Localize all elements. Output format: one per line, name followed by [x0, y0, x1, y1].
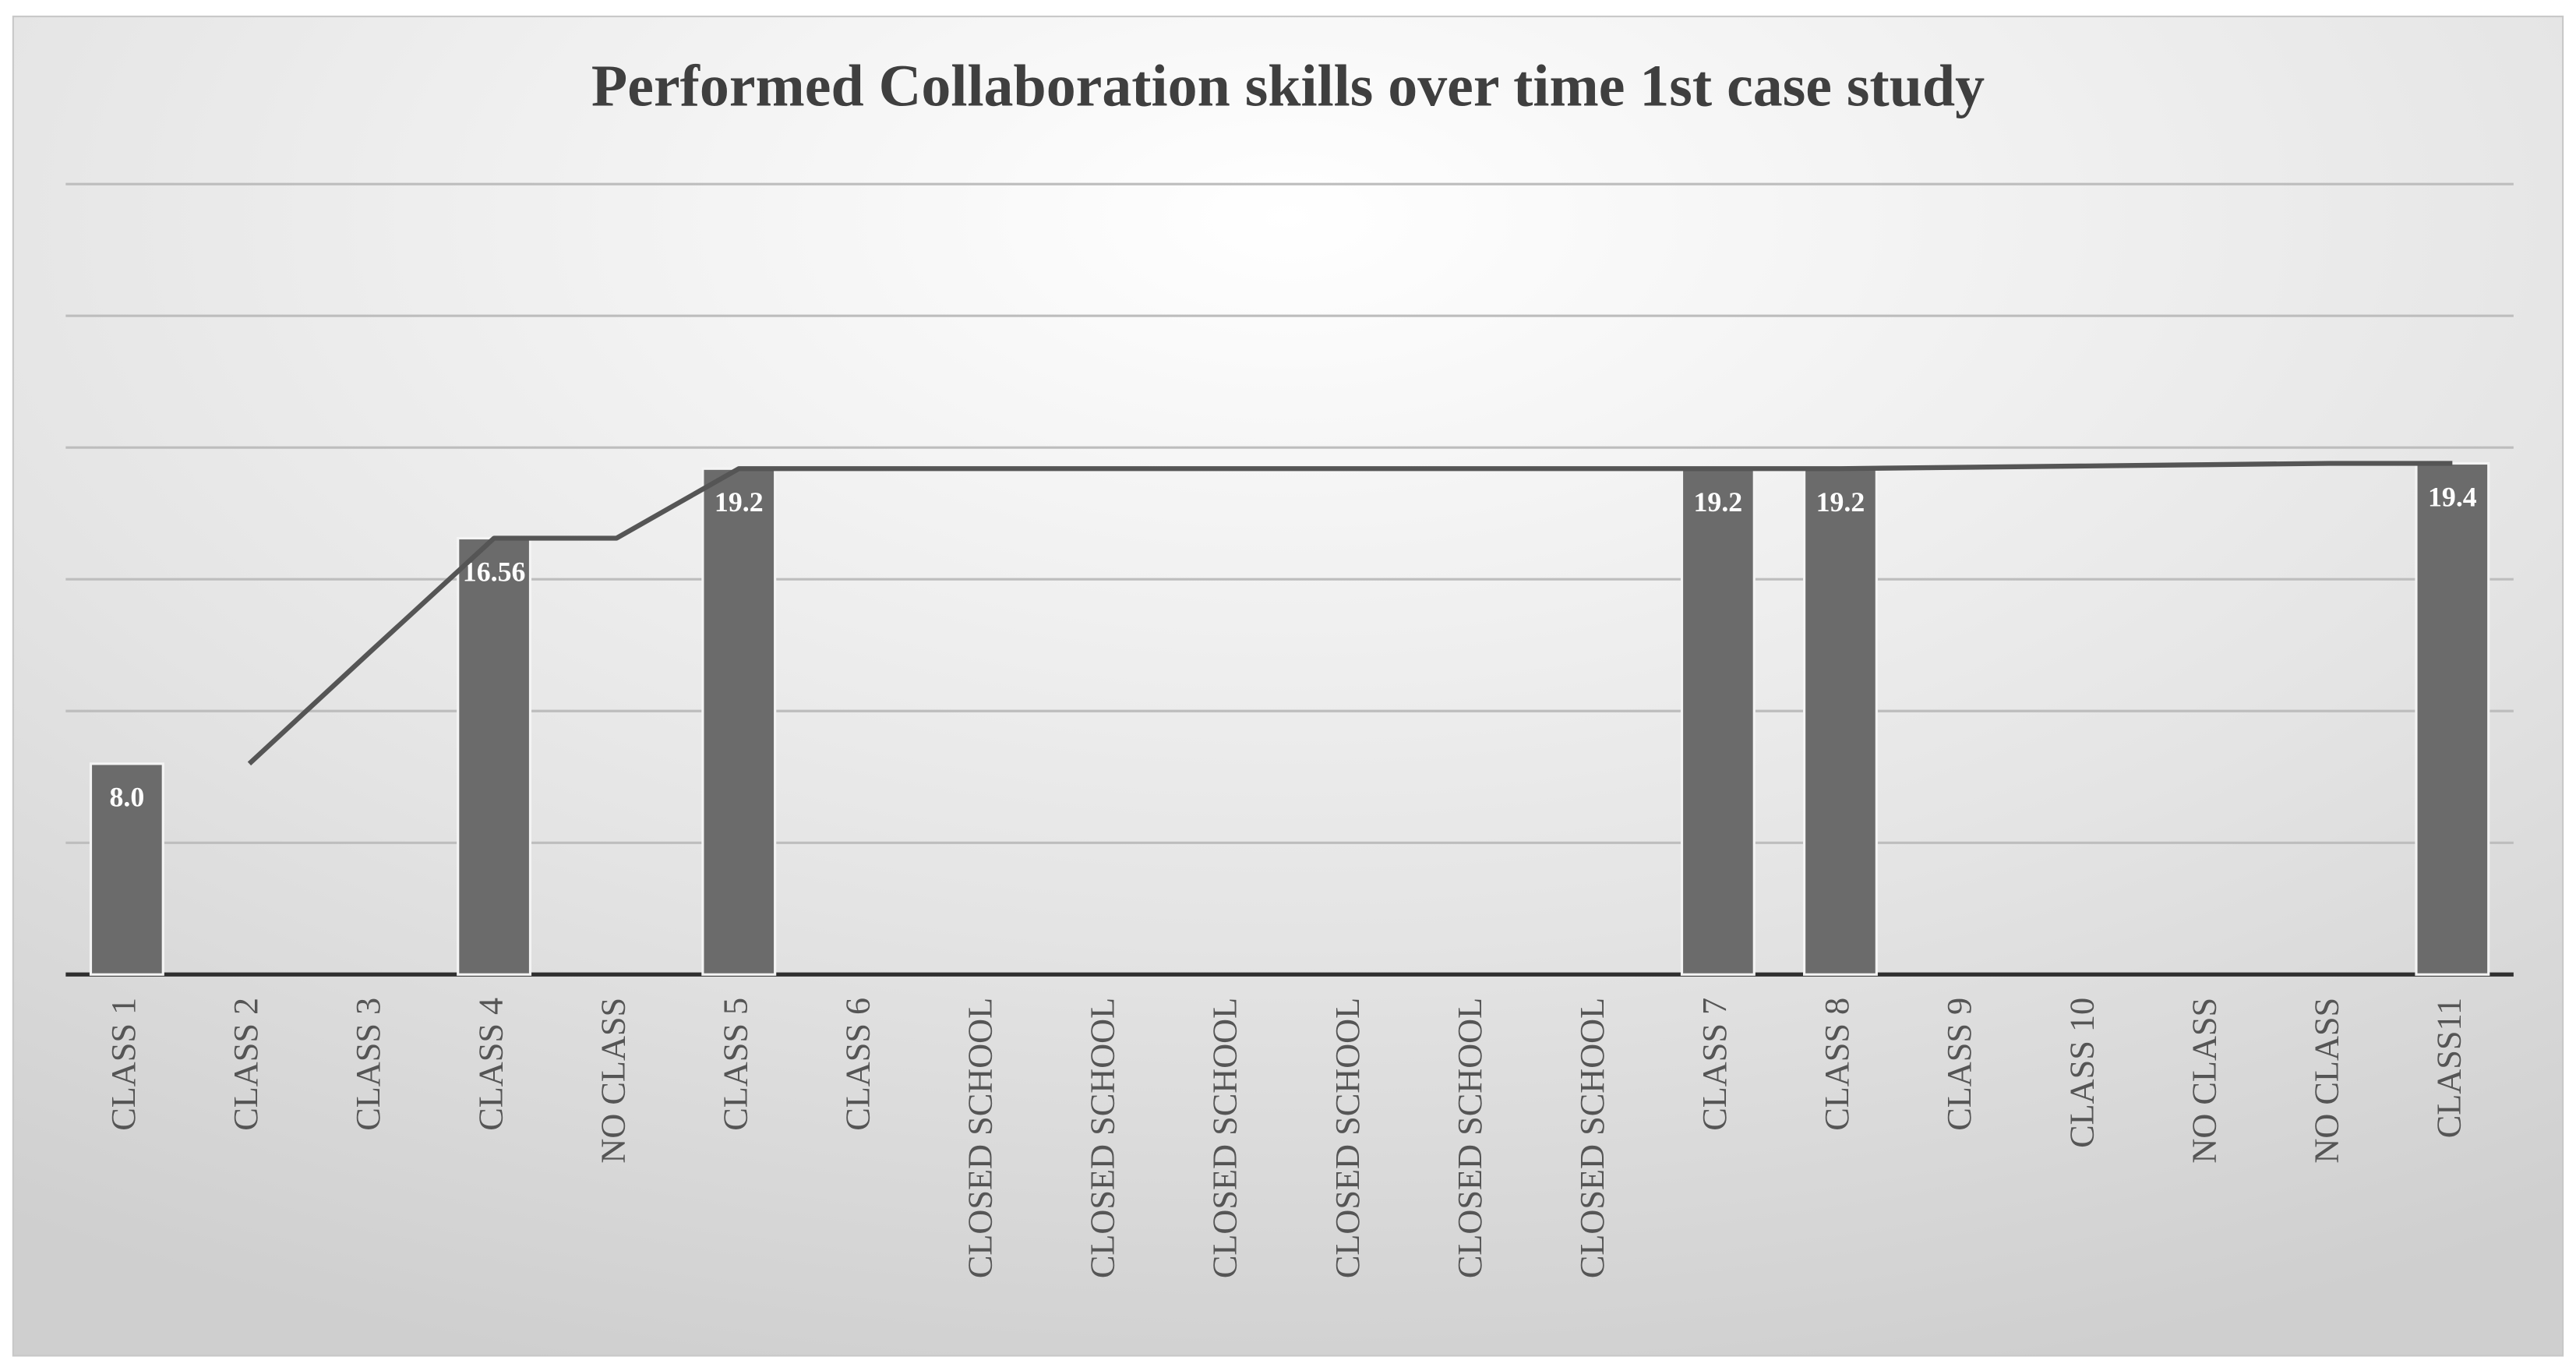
data-label: 19.4 [2428, 481, 2477, 512]
x-tick-label: CLASS 10 [2063, 998, 2101, 1148]
data-label: 19.2 [1694, 486, 1743, 518]
x-tick-label: CLASS 4 [471, 998, 510, 1131]
x-tick-label: NO CLASS [2307, 998, 2345, 1164]
x-tick-label: CLASS 9 [1940, 998, 1978, 1131]
x-tick-label: CLASS 3 [349, 998, 387, 1131]
bar [1802, 467, 1878, 976]
x-tick-label: CLASS 8 [1818, 998, 1856, 1131]
bar [701, 467, 777, 976]
data-label: 19.2 [715, 486, 764, 518]
bar [2415, 461, 2490, 976]
x-tick-label: CLOSED SCHOOL [1084, 998, 1122, 1278]
x-tick-label: CLASS 2 [227, 998, 265, 1131]
bar [89, 762, 164, 976]
x-tick-label: CLASS 7 [1696, 998, 1734, 1131]
bar [1680, 467, 1756, 976]
line [247, 461, 2453, 766]
chart-title: Performed Collaboration skills over time… [591, 53, 1985, 118]
x-tick-label: CLOSED SCHOOL [1573, 998, 1611, 1278]
x-tick-label: CLOSED SCHOOL [1206, 998, 1244, 1278]
x-tick-label: CLASS 5 [716, 998, 754, 1131]
x-tick-label: CLOSED SCHOOL [1329, 998, 1367, 1278]
x-tick-label: CLOSED SCHOOL [1451, 998, 1489, 1278]
x-tick-label: CLASS 1 [104, 998, 143, 1131]
x-tick-label: CLASS 6 [838, 998, 877, 1131]
bar [457, 536, 532, 976]
x-tick-label: NO CLASS [594, 998, 632, 1164]
chart-background [12, 16, 2564, 1357]
data-label: 19.2 [1816, 486, 1865, 518]
data-label: 16.56 [463, 556, 526, 587]
x-tick-label: CLASS11 [2430, 998, 2468, 1138]
x-tick-label: CLOSED SCHOOL [962, 998, 1000, 1278]
x-tick-label: NO CLASS [2185, 998, 2223, 1164]
data-label: 8.0 [109, 782, 144, 813]
